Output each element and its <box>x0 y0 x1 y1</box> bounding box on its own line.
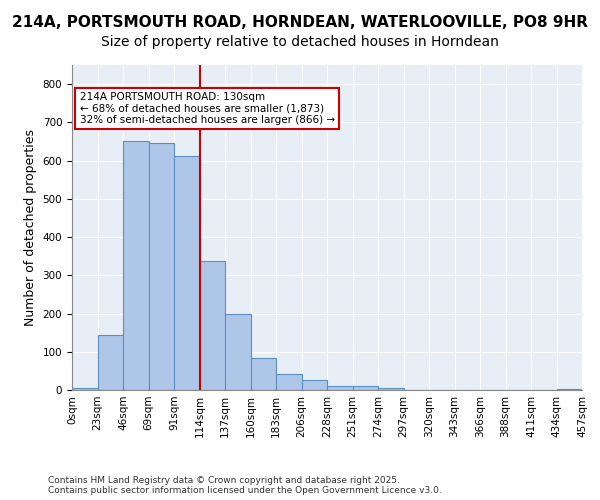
Bar <box>302 380 327 390</box>
Bar <box>174 156 199 390</box>
Bar <box>557 389 582 390</box>
Text: Size of property relative to detached houses in Horndean: Size of property relative to detached ho… <box>101 35 499 49</box>
Bar <box>251 358 276 390</box>
Text: 214A PORTSMOUTH ROAD: 130sqm
← 68% of detached houses are smaller (1,873)
32% of: 214A PORTSMOUTH ROAD: 130sqm ← 68% of de… <box>80 92 335 125</box>
Bar <box>199 261 225 390</box>
Y-axis label: Number of detached properties: Number of detached properties <box>24 129 37 326</box>
Bar <box>353 386 378 390</box>
Text: Contains HM Land Registry data © Crown copyright and database right 2025.
Contai: Contains HM Land Registry data © Crown c… <box>48 476 442 495</box>
Bar <box>225 314 251 390</box>
Bar <box>72 388 97 390</box>
Bar <box>123 142 149 390</box>
Text: 214A, PORTSMOUTH ROAD, HORNDEAN, WATERLOOVILLE, PO8 9HR: 214A, PORTSMOUTH ROAD, HORNDEAN, WATERLO… <box>12 15 588 30</box>
Bar <box>327 386 353 390</box>
Bar <box>149 144 174 390</box>
Bar <box>276 374 302 390</box>
Bar <box>378 388 404 390</box>
Bar <box>97 334 123 390</box>
